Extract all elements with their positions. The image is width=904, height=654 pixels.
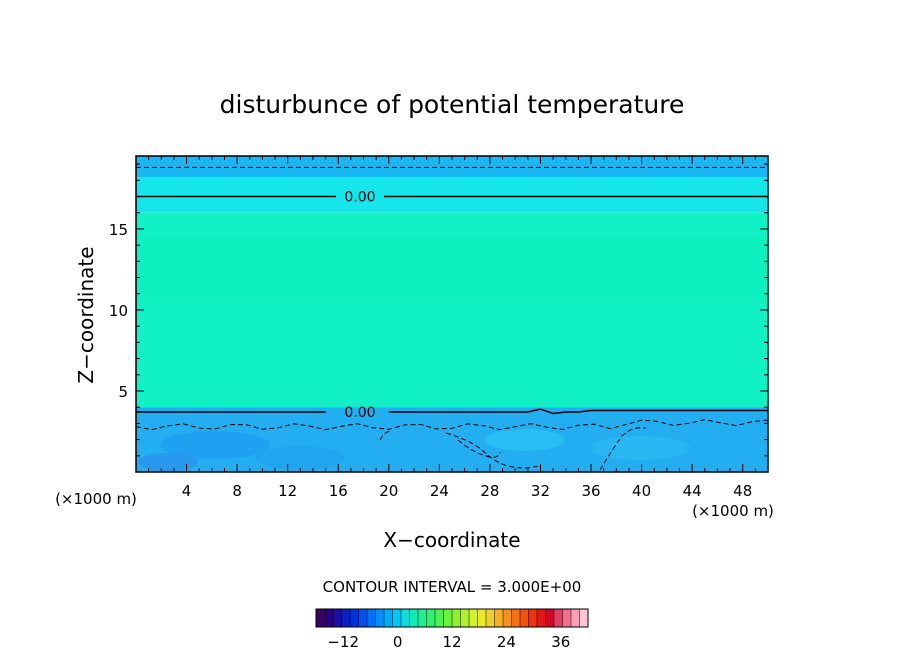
x-tick-label: 12: [278, 482, 297, 500]
colorbar-cell: [316, 609, 325, 627]
colorbar-cell: [392, 609, 402, 627]
colorbar-tick-label: 24: [497, 633, 516, 651]
x-axis-title: X−coordinate: [383, 528, 520, 552]
colorbar-tick-label: 0: [393, 633, 403, 651]
colorbar-cell: [545, 609, 555, 627]
x-tick-label: 36: [581, 482, 600, 500]
colorbar-cell: [486, 609, 495, 627]
colorbar-tick-label: 12: [442, 633, 461, 651]
x-tick-label: 16: [329, 482, 348, 500]
colorbar-cell: [401, 609, 410, 627]
field-band: [136, 237, 768, 302]
eddy-contour: [457, 439, 501, 458]
lower-dashed-eddies: [379, 427, 647, 471]
colorbar-cell: [341, 609, 351, 627]
contour-label: 0.00: [344, 190, 375, 206]
y-tick-label: 15: [109, 221, 128, 239]
colorbar-cell: [554, 609, 563, 627]
x-tick-label: 44: [683, 482, 702, 500]
x-tick-label: 48: [733, 482, 752, 500]
x-tick-label: 32: [531, 482, 550, 500]
colorbar-cell: [333, 609, 342, 627]
colorbar-cell: [477, 609, 487, 627]
x-tick-label: 24: [430, 482, 449, 500]
colorbar-cell: [562, 609, 572, 627]
contour-lines: 0.00 0.00: [135, 166, 769, 431]
cool-patch: [255, 446, 345, 470]
colorbar-cell: [571, 609, 580, 627]
colorbar-cell: [418, 609, 427, 627]
colorbar-cell: [503, 609, 512, 627]
colorbar-cell: [324, 609, 334, 627]
x-tick-label: 28: [480, 482, 499, 500]
contour-line: [136, 408, 768, 415]
colorbar-cell: [537, 609, 546, 627]
contour-label: 0.00: [344, 405, 375, 421]
x-tick-label: 4: [182, 482, 192, 500]
eddy-contour: [379, 429, 393, 441]
colorbar-cell: [452, 609, 461, 627]
y-tick-marks: 5 10 15: [109, 163, 768, 457]
colorbar-cell: [435, 609, 444, 627]
chart-title: disturbunce of potential temperature: [220, 90, 685, 119]
lower-boundary-texture: [138, 429, 690, 471]
colorbar-frame: [315, 608, 589, 628]
eddy-contour: [445, 432, 539, 469]
colorbar-cell: [350, 609, 359, 627]
colorbar-tick-label: −12: [327, 633, 359, 651]
colorbar-tick-label: 36: [551, 633, 570, 651]
colorbar-cell: [520, 609, 529, 627]
contour-interval-text: CONTOUR INTERVAL = 3.000E+00: [323, 578, 582, 596]
field-layer: [136, 177, 768, 213]
warm-patch: [485, 429, 565, 451]
x-tick-label: 40: [632, 482, 651, 500]
eddy-contour: [599, 427, 647, 471]
field-layer: [136, 156, 768, 178]
colorbar-cell: [426, 609, 436, 627]
colorbar-cell: [443, 609, 453, 627]
cool-patch: [138, 453, 198, 471]
colorbar-cell: [528, 609, 538, 627]
x-tick-marks: 4 8 12 16 20 24 28 32 36 40 44 48: [148, 156, 756, 500]
y-tick-label: 10: [109, 302, 128, 320]
y-unit-label: (×1000 m): [55, 490, 137, 508]
colorbar-cell: [409, 609, 419, 627]
y-axis-title: Z−coordinate: [74, 246, 98, 383]
warm-patch: [590, 436, 690, 460]
colorbar-tick-labels: −12 0 12 24 36: [327, 633, 570, 651]
x-tick-label: 20: [379, 482, 398, 500]
colorbar-cell: [358, 609, 368, 627]
colorbar-cell: [494, 609, 504, 627]
y-tick-label: 5: [118, 383, 128, 401]
cool-patch: [160, 431, 270, 459]
colorbar-cell: [375, 609, 385, 627]
x-tick-label: 8: [232, 482, 242, 500]
colorbar-cell: [460, 609, 470, 627]
colorbar-cell: [384, 609, 393, 627]
contour-line: [135, 419, 769, 431]
colorbar-cell: [511, 609, 521, 627]
colorbar-cell: [579, 609, 589, 627]
x-unit-label: (×1000 m): [692, 502, 774, 520]
colorbar-cell: [367, 609, 376, 627]
colorbar: [315, 608, 589, 628]
colorbar-cell: [469, 609, 478, 627]
